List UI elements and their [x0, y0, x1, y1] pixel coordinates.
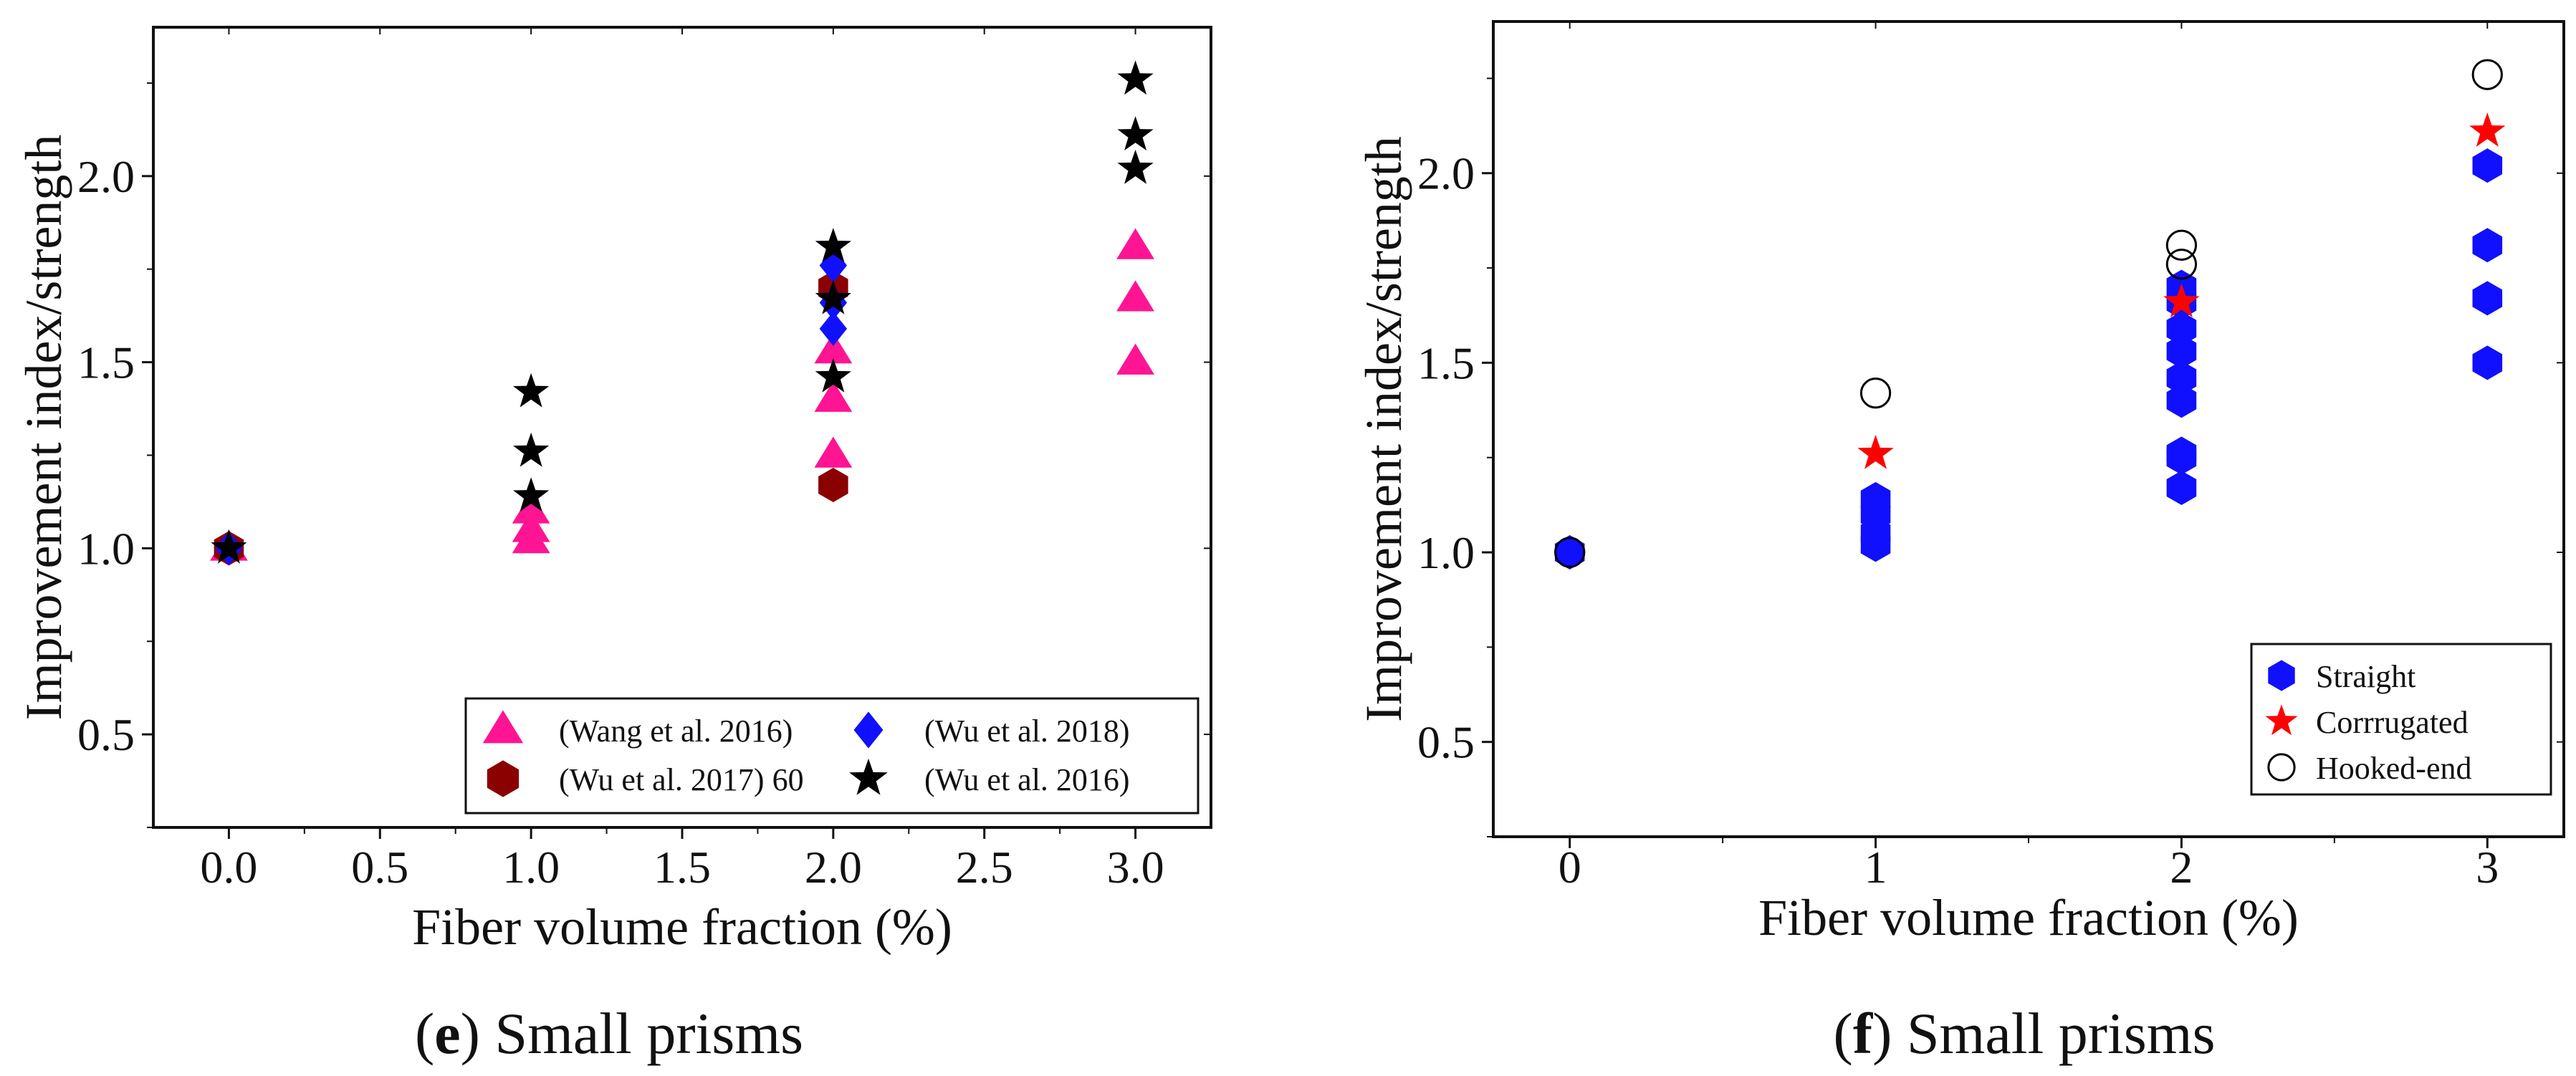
legend-marker-wu-et-al-2018 [853, 711, 884, 749]
data-point-straight [2472, 148, 2503, 183]
x-tick-label: 3 [2476, 842, 2499, 893]
x-axis-label: Fiber volume fraction (%) [1758, 889, 2299, 946]
data-point-hooked-end [2471, 59, 2503, 90]
data-point-straight [1554, 535, 1585, 570]
data-point-corrrugated [2469, 112, 2506, 147]
data-point-wu-et-al-2016 [513, 432, 550, 467]
data-point-hooked-end [1554, 537, 1586, 568]
data-point-straight [2166, 471, 2197, 506]
x-tick-label: 2.5 [956, 842, 1013, 893]
legend-label-wang-et-al-2016: (Wang et al. 2016) [559, 714, 793, 749]
data-point-wu-et-al-2016 [1117, 60, 1154, 95]
data-point-wang-et-al-2016 [814, 380, 853, 412]
data-point-hooked-end [2165, 229, 2198, 261]
data-point-straight [2472, 345, 2503, 380]
data-point-hooked-end [1859, 378, 1892, 409]
legend-label-wu-et-al-2017-60: (Wu et al. 2017) 60 [559, 762, 804, 797]
y-tick-label: 1.5 [1417, 337, 1475, 388]
legend-marker-corrrugated [2265, 704, 2298, 736]
y-tick-label: 1.0 [77, 523, 135, 574]
data-point-straight [1860, 481, 1891, 517]
caption-paren-open: ( [1834, 1001, 1853, 1066]
y-tick-label: 2.0 [1417, 148, 1475, 199]
figure-caption: (e) Small prisms [415, 1001, 803, 1066]
legend-box [464, 697, 1200, 815]
chart-panel-f: 0 1 2 3 0.5 1.0 1.5 2.0 Fiber volume fraction (%… [1355, 20, 2565, 1066]
legend-label-hooked-end: Hooked-end [2316, 751, 2472, 786]
y-tick-label: 0.5 [77, 709, 135, 760]
caption-paren-open: ( [415, 1001, 434, 1066]
data-point-corrrugated [2163, 283, 2200, 318]
x-tick-label: 0.0 [200, 842, 257, 893]
x-tick-label: 0 [1558, 842, 1581, 893]
figure-caption: (f) Small prisms [1834, 1001, 2216, 1066]
legend-label-wu-et-al-2016: (Wu et al. 2016) [924, 762, 1130, 797]
y-tick-label: 1.0 [1417, 527, 1475, 578]
data-point-wu-et-al-2017-60 [818, 468, 848, 503]
data-point-wang-et-al-2016 [512, 492, 550, 524]
legend-marker-hooked-end [2267, 753, 2296, 782]
data-point-wang-et-al-2016 [814, 436, 853, 468]
data-point-straight [2166, 383, 2197, 418]
caption-letter: f [1853, 1001, 1874, 1066]
y-axis-label: Improvement index/strength [15, 135, 72, 721]
data-point-wang-et-al-2016 [1116, 228, 1154, 259]
data-point-straight [2166, 334, 2197, 369]
data-point-wu-et-al-2016 [815, 279, 851, 314]
legend-marker-straight [2268, 660, 2295, 691]
data-point-wu-et-al-2016 [815, 228, 851, 262]
legend-marker-wu-et-al-2016 [849, 758, 888, 795]
data-point-wang-et-al-2016 [1116, 280, 1154, 312]
legend-label-wu-et-al-2018: (Wu et al. 2018) [924, 714, 1130, 749]
x-tick-label: 1.0 [502, 842, 560, 893]
y-tick-label: 0.5 [1417, 717, 1475, 768]
x-tick-label: 1.5 [653, 842, 711, 893]
caption-text: Small prisms [1907, 1001, 2216, 1066]
x-tick-label: 3.0 [1107, 842, 1164, 893]
data-point-wu-et-al-2016 [1117, 150, 1154, 184]
data-point-wu-et-al-2016 [513, 373, 550, 408]
caption-paren-close: ) [1872, 1001, 1907, 1066]
caption-letter: e [434, 1001, 460, 1066]
y-tick-label: 2.0 [77, 151, 135, 202]
data-point-wu-et-al-2016 [815, 357, 851, 393]
data-point-corrrugated [1857, 435, 1894, 469]
data-point-wu-et-al-2018 [819, 311, 848, 346]
x-tick-label: 1 [1864, 842, 1887, 893]
legend-marker-wu-et-al-2017-60 [487, 760, 519, 797]
data-point-wang-et-al-2016 [1116, 343, 1154, 375]
data-point-straight [2472, 281, 2503, 316]
data-point-wang-et-al-2016 [814, 332, 853, 364]
legend-box [2250, 643, 2552, 796]
data-point-wu-et-al-2016 [513, 477, 550, 511]
caption-text: Small prisms [494, 1001, 803, 1066]
legend-label-corrrugated: Corrrugated [2316, 705, 2469, 740]
data-point-straight [2166, 311, 2197, 346]
data-point-hooked-end [2165, 249, 2198, 280]
data-point-straight [2166, 360, 2197, 395]
data-point-wu-et-al-2016 [1117, 116, 1154, 151]
legend-label-straight: Straight [2316, 659, 2415, 694]
legend-marker-wang-et-al-2016 [482, 710, 524, 744]
data-point-straight [2472, 228, 2503, 263]
y-axis-label: Improvement index/strength [1355, 136, 1412, 722]
data-point-wang-et-al-2016 [512, 511, 550, 542]
x-tick-label: 0.5 [351, 842, 408, 893]
caption-paren-close: ) [461, 1001, 495, 1066]
x-tick-label: 2.0 [805, 842, 862, 893]
y-tick-label: 1.5 [77, 337, 135, 388]
x-axis-label: Fiber volume fraction (%) [412, 898, 952, 956]
x-tick-label: 2 [2170, 842, 2193, 893]
data-point-straight [2166, 436, 2197, 471]
data-point-wu-et-al-2016 [211, 529, 247, 564]
